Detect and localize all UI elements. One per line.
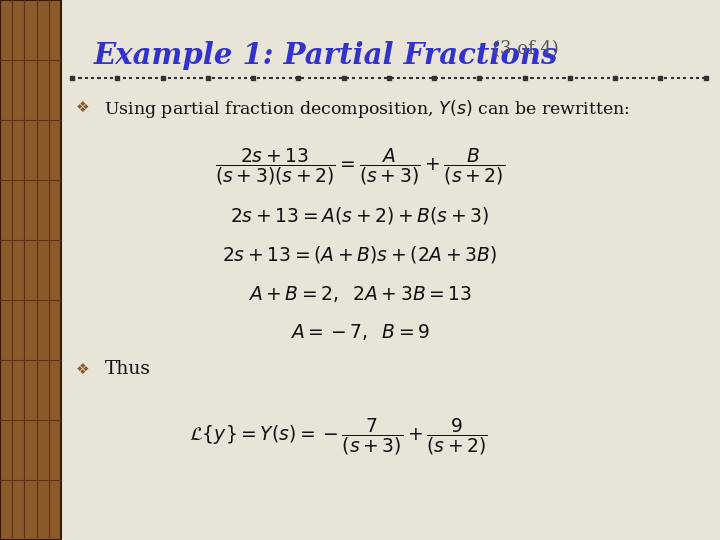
Text: ❖: ❖ bbox=[76, 100, 89, 115]
Text: $\dfrac{2s+13}{(s+3)(s+2)} = \dfrac{A}{(s+3)} + \dfrac{B}{(s+2)}$: $\dfrac{2s+13}{(s+3)(s+2)} = \dfrac{A}{(… bbox=[215, 146, 505, 187]
Text: (3 of 4): (3 of 4) bbox=[493, 40, 559, 58]
Text: $2s+13 = (A+B)s+(2A+3B)$: $2s+13 = (A+B)s+(2A+3B)$ bbox=[222, 244, 498, 265]
Text: Using partial fraction decomposition, $Y(s)$ can be rewritten:: Using partial fraction decomposition, $Y… bbox=[104, 98, 630, 120]
Text: $A=-7, \;\; B=9$: $A=-7, \;\; B=9$ bbox=[290, 322, 430, 342]
Text: $A+B=2, \;\; 2A+3B=13$: $A+B=2, \;\; 2A+3B=13$ bbox=[248, 284, 472, 303]
Bar bbox=[0, 0, 61, 540]
Text: $\mathcal{L}\{y\} = Y(s) = -\dfrac{7}{(s+3)}+\dfrac{9}{(s+2)}$: $\mathcal{L}\{y\} = Y(s) = -\dfrac{7}{(s… bbox=[189, 416, 488, 457]
Text: ❖: ❖ bbox=[76, 362, 89, 377]
Text: Example 1: Partial Fractions: Example 1: Partial Fractions bbox=[94, 40, 558, 70]
Text: Thus: Thus bbox=[104, 360, 150, 378]
Text: $2s+13 = A(s+2)+B(s+3)$: $2s+13 = A(s+2)+B(s+3)$ bbox=[230, 205, 490, 226]
